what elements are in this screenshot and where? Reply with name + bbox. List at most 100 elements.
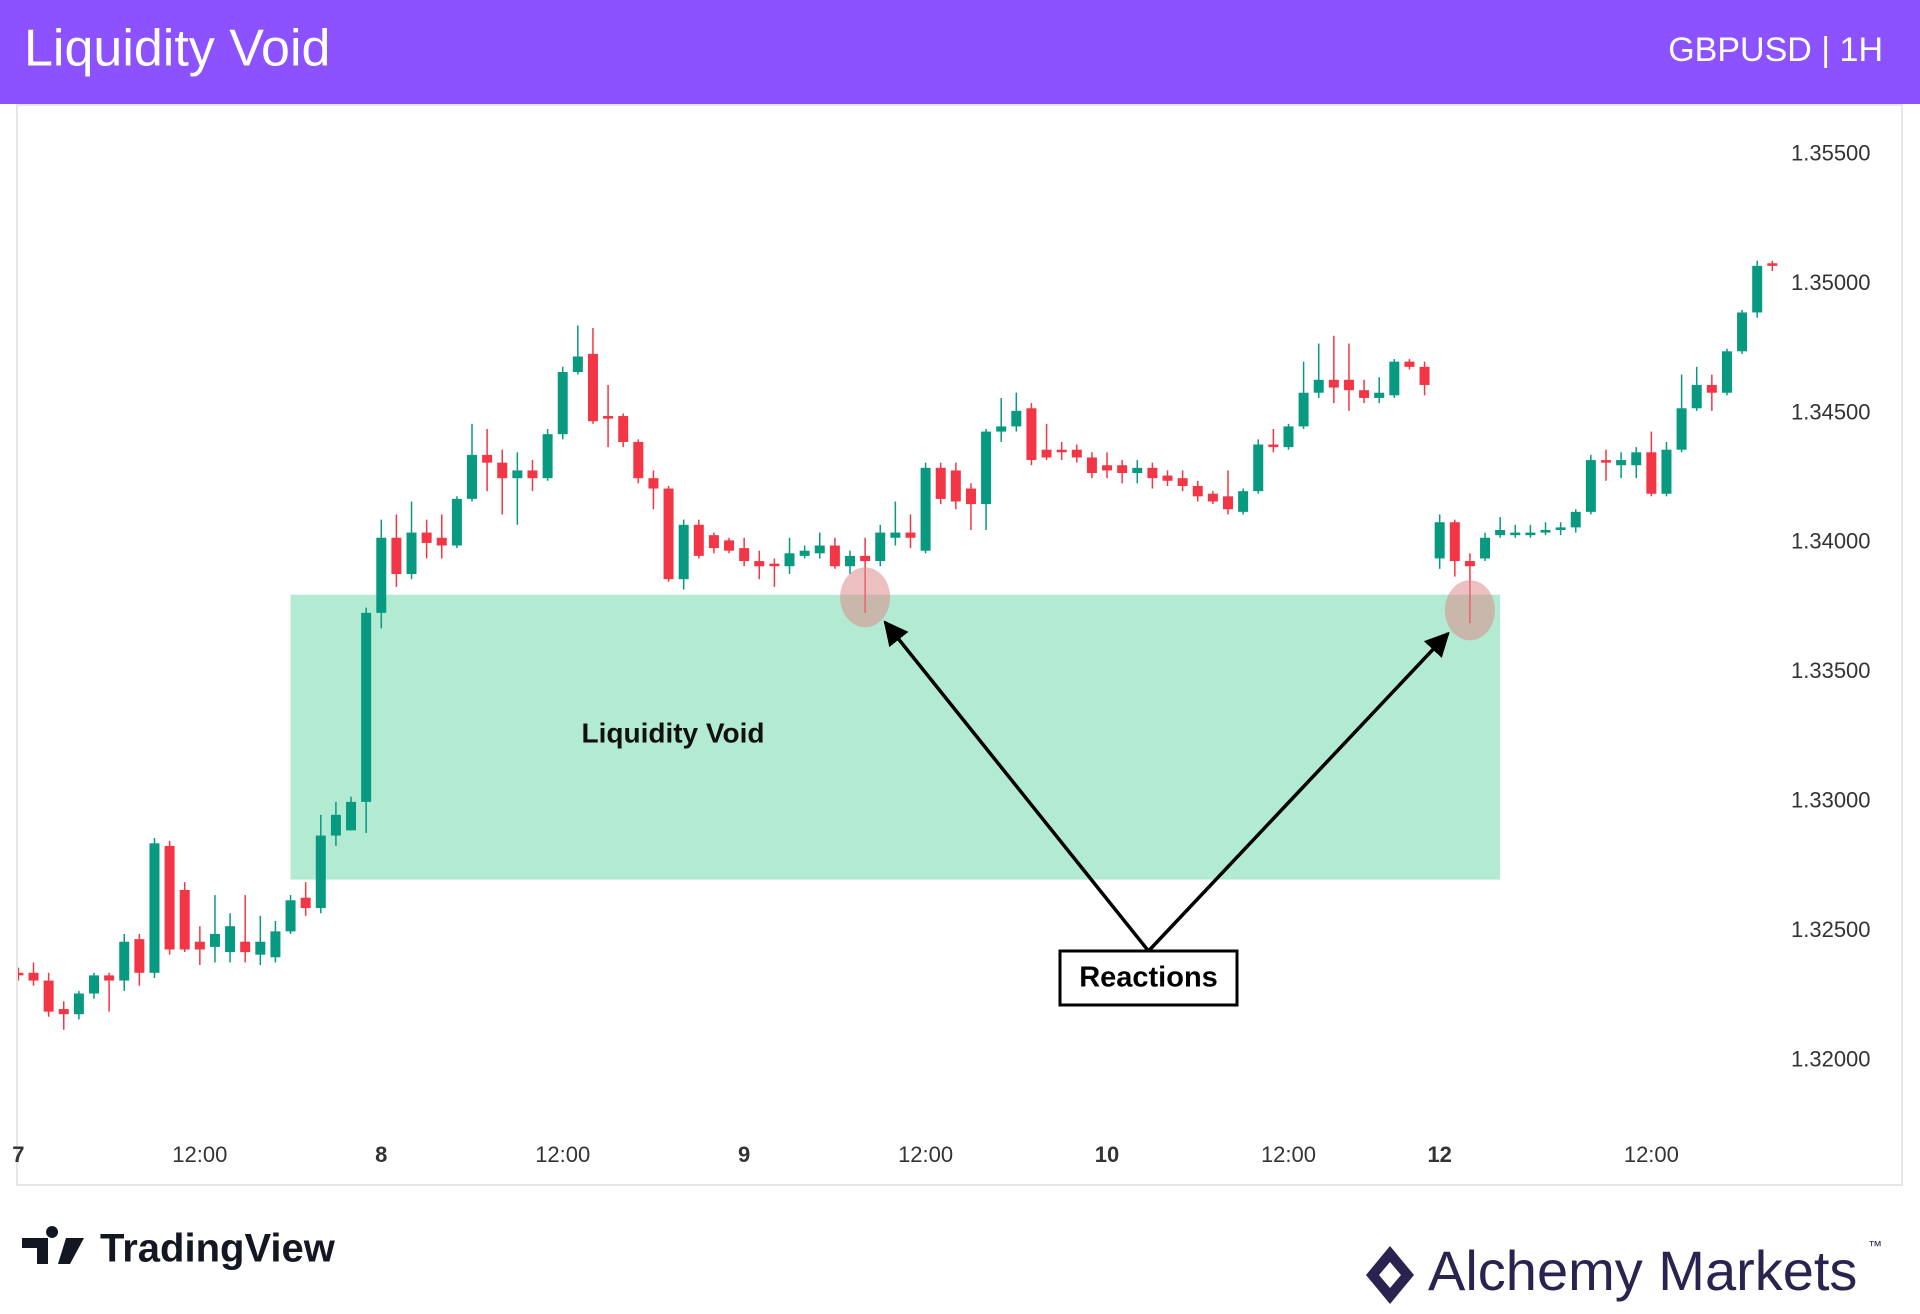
candle-body [1495, 529, 1506, 536]
candle-body [361, 612, 372, 802]
candle-body [149, 843, 160, 973]
candle-body [28, 972, 39, 981]
candle-body [1207, 493, 1218, 502]
candle-body [1661, 449, 1672, 494]
candle-body [814, 545, 825, 554]
alchemy-logo: Alchemy Markets ™ [1366, 1238, 1882, 1304]
candle-body [194, 941, 205, 950]
candle-body [542, 434, 553, 479]
candle-body [708, 535, 719, 549]
reactions-box [1058, 949, 1239, 1007]
candle-body [1298, 392, 1309, 427]
x-tick-label: 9 [738, 1142, 750, 1167]
candle-body [73, 993, 84, 1015]
x-tick-label: 12:00 [898, 1142, 953, 1167]
candle-body [1041, 449, 1052, 458]
candle-body [845, 555, 855, 567]
candle-body [1434, 522, 1445, 559]
candle-body [1026, 408, 1037, 461]
candle-body [633, 441, 644, 479]
annotations: Reactions [840, 567, 1495, 1007]
candle-body [1313, 379, 1324, 393]
candle-body [18, 972, 24, 976]
candle-body [1268, 444, 1279, 448]
candle-body [996, 426, 1007, 432]
reaction-arrow [883, 620, 1150, 953]
candle-body [1601, 460, 1611, 463]
candle-body [497, 462, 508, 479]
candle-body [754, 561, 765, 567]
candle-body [1132, 467, 1143, 474]
candle-body [1585, 460, 1596, 512]
x-tick-label: 12:00 [1624, 1142, 1679, 1167]
header-bar [0, 0, 1920, 104]
candle-body [1767, 263, 1778, 266]
candle-body [1147, 467, 1158, 479]
candle-body [346, 801, 357, 831]
candle-body [875, 532, 886, 562]
candle-body [1374, 392, 1385, 398]
candle-body [890, 532, 901, 538]
candle-body [1525, 532, 1536, 536]
reaction-marker [840, 567, 891, 628]
tradingview-text: TradingView [100, 1227, 336, 1271]
candle-body [1737, 312, 1748, 352]
candle-body [1102, 465, 1113, 471]
reactions-label: Reactions [1079, 962, 1218, 994]
y-tick-label: 1.34500 [1791, 399, 1871, 424]
candle-body [421, 532, 432, 543]
candle-body [179, 889, 190, 950]
candle-body [225, 926, 236, 953]
chart-title: Liquidity Void [24, 20, 330, 78]
candle-body [119, 941, 130, 981]
chart-panel [16, 104, 1903, 1186]
candle-body [1510, 532, 1521, 536]
candle-body [769, 563, 780, 567]
candle-body [784, 553, 795, 567]
candle-body [89, 975, 99, 994]
candle-body [693, 524, 704, 556]
candle-body [1404, 361, 1415, 367]
candle-body [572, 356, 583, 373]
candle-body [527, 470, 538, 479]
candle-body [467, 454, 477, 499]
candle-body [950, 470, 961, 502]
zone-label: Liquidity Void [581, 717, 764, 748]
candle-body [724, 540, 735, 551]
reaction-marker [1444, 580, 1495, 641]
candle-body [829, 545, 840, 567]
candle-body [164, 845, 175, 950]
candle-body [587, 353, 598, 422]
candle-body [406, 532, 417, 575]
candle-body [1570, 511, 1581, 528]
candle-body [1389, 361, 1400, 396]
candle-body [1721, 351, 1732, 393]
candle-body [255, 941, 266, 955]
candle-body [739, 548, 750, 562]
candle-body [482, 454, 493, 463]
symbol-label: GBPUSD | 1H [1668, 31, 1883, 69]
candle-body [1071, 449, 1082, 458]
candle-body [1162, 475, 1173, 481]
x-tick-label: 12 [1427, 1142, 1451, 1167]
candle-body [134, 939, 145, 973]
candle-body [648, 478, 659, 489]
candle-body [58, 1009, 69, 1015]
candle-body [104, 975, 115, 981]
candle-body [1343, 379, 1354, 391]
candle-body [1328, 379, 1339, 388]
y-tick-label: 1.33500 [1791, 658, 1871, 683]
candle-body [618, 416, 629, 442]
candle-body [1238, 491, 1249, 512]
candle-body [1480, 537, 1491, 559]
candle-body [1419, 366, 1430, 385]
candle-body [43, 980, 54, 1012]
candle-body [376, 537, 387, 613]
x-tick-label: 8 [375, 1142, 387, 1167]
candle-body [1449, 522, 1460, 562]
candle-body [1086, 457, 1097, 474]
y-tick-label: 1.32500 [1791, 917, 1871, 942]
reaction-arrow [1147, 631, 1450, 953]
candle-body [436, 537, 447, 546]
